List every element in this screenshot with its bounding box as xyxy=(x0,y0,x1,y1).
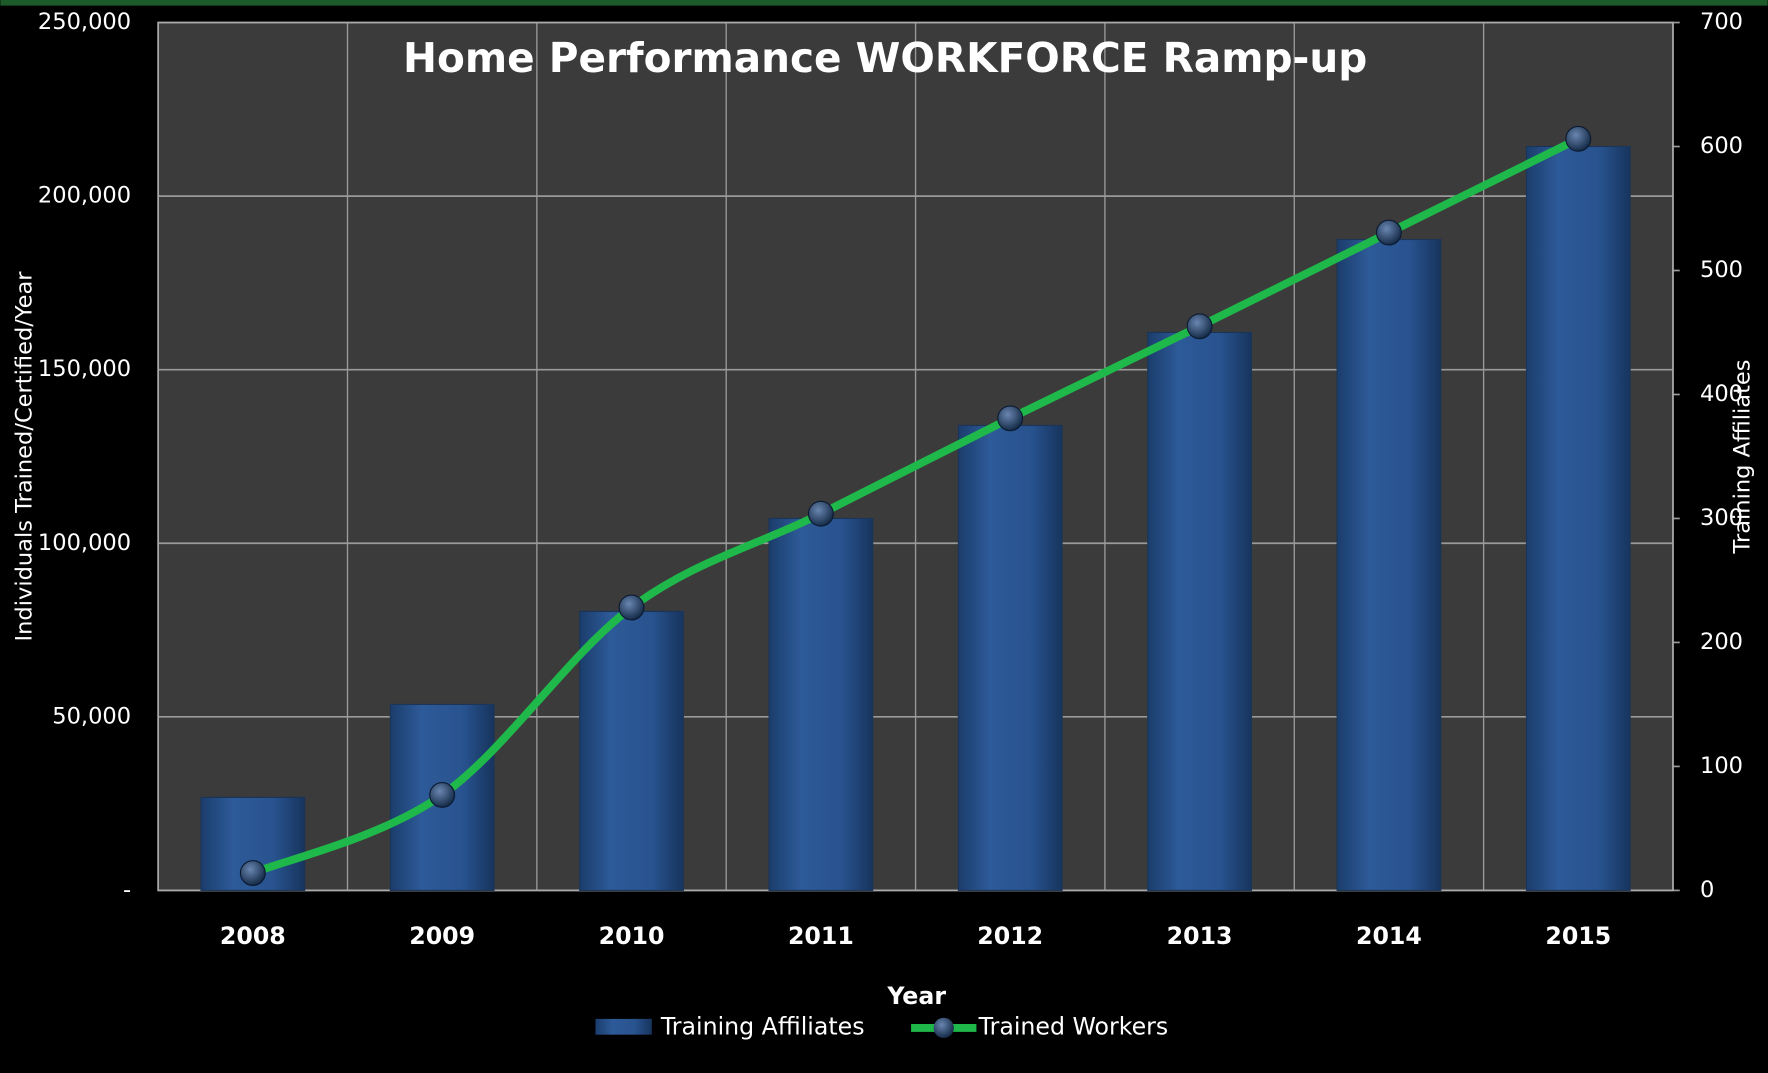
bar xyxy=(957,424,1063,891)
y2-tick-label: 400 xyxy=(1700,381,1743,407)
y-tick-label: 50,000 xyxy=(52,703,131,729)
line-point xyxy=(1186,313,1213,340)
legend-swatch-bar xyxy=(595,1018,652,1035)
y-axis-label: Individuals Trained/Certified/Year xyxy=(12,271,38,642)
top-border xyxy=(0,0,1768,6)
x-tick-label: 2009 xyxy=(409,922,475,950)
bar xyxy=(768,517,874,891)
grid xyxy=(157,21,1680,892)
x-tick-label: 2011 xyxy=(788,922,854,950)
legend-label: Training Affiliates xyxy=(660,1012,865,1040)
y2-tick-label: 700 xyxy=(1700,9,1743,35)
x-tick-label: 2012 xyxy=(977,922,1043,950)
line xyxy=(251,135,1581,877)
line-point xyxy=(997,405,1024,432)
x-tick-label: 2013 xyxy=(1167,922,1233,950)
y2-tick-label: 100 xyxy=(1700,753,1743,779)
x-tick-label: 2010 xyxy=(599,922,665,950)
y2-tick-label: 0 xyxy=(1700,877,1714,903)
plot-frame xyxy=(157,21,1674,892)
line-point xyxy=(1375,219,1402,246)
line-point xyxy=(807,500,834,527)
x-tick-label: 2015 xyxy=(1545,922,1611,950)
y-tick-label: - xyxy=(123,877,131,903)
x-tick-label: 2008 xyxy=(220,922,286,950)
y2-tick-label: 500 xyxy=(1700,257,1743,283)
line-point xyxy=(429,781,456,808)
chart-title: Home Performance WORKFORCE Ramp-up xyxy=(403,34,1367,82)
line-point xyxy=(239,860,266,887)
y2-tick-label: 300 xyxy=(1700,505,1743,531)
bar xyxy=(1336,238,1442,891)
marks xyxy=(200,125,1631,891)
x-axis-label: Year xyxy=(886,982,946,1010)
y-tick-label: 200,000 xyxy=(38,183,131,209)
legend-swatch-dot xyxy=(933,1017,954,1039)
y-tick-label: 100,000 xyxy=(38,530,131,556)
y-tick-label: 250,000 xyxy=(38,9,131,35)
legend-label: Trained Workers xyxy=(978,1012,1169,1040)
line-point xyxy=(618,594,645,621)
bar xyxy=(579,610,684,891)
bar xyxy=(1147,331,1252,891)
legend: Training Affiliates Trained Workers xyxy=(595,1012,1168,1040)
bar xyxy=(1525,145,1631,891)
y-tick-label: 150,000 xyxy=(38,356,131,382)
y2-tick-label: 600 xyxy=(1700,133,1743,159)
x-tick-label: 2014 xyxy=(1356,922,1422,950)
y2-axis-label: Training Affiliates xyxy=(1729,359,1755,554)
y2-tick-label: 200 xyxy=(1700,629,1743,655)
line-point xyxy=(1565,125,1592,152)
